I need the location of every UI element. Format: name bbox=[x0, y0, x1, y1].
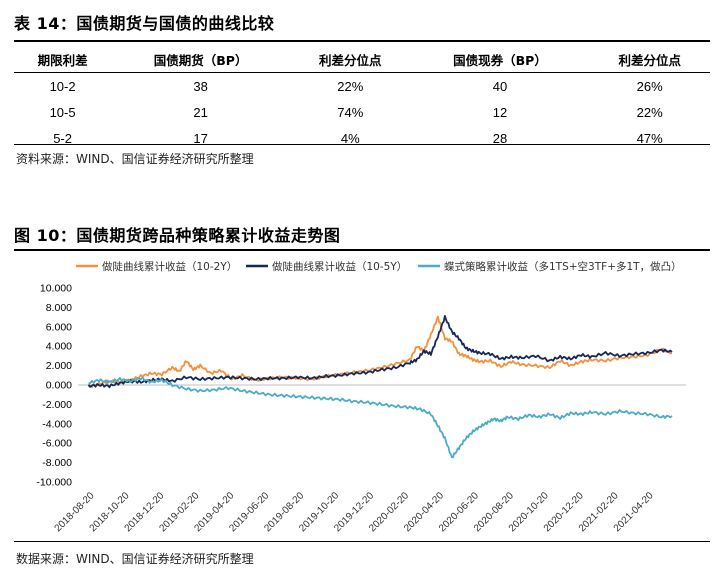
table-cell: 10-5 bbox=[49, 104, 76, 120]
table-bottom-rule bbox=[14, 144, 710, 145]
series-line-2 bbox=[87, 315, 673, 389]
legend-label: 蝶式策略累计收益（多1TS+空3TF+多1T，做凸） bbox=[444, 260, 682, 273]
header-cash-bp: 国债现券（BP） bbox=[453, 52, 547, 68]
table-cell: 40 bbox=[492, 78, 508, 94]
table-row: 10-2 38 22% 40 26% bbox=[14, 73, 710, 100]
table-title: 表 14：国债期货与国债的曲线比较 bbox=[14, 14, 275, 33]
y-tick-label: 2.000 bbox=[46, 360, 72, 372]
y-axis: 10.000 8.000 6.000 4.000 2.000 0.000 -2.000 -4.… bbox=[36, 283, 686, 489]
header-term-spread: 期限利差 bbox=[37, 52, 88, 68]
table-header-row: 期限利差 国债期货（BP） 利差分位点 国债现券（BP） 利差分位点 bbox=[14, 46, 710, 73]
y-tick-label: 0.000 bbox=[46, 380, 72, 392]
legend-label: 做陡曲线累计收益（10-5Y） bbox=[272, 260, 407, 273]
series-line-3 bbox=[88, 376, 673, 459]
table-cell: 5-2 bbox=[53, 130, 72, 146]
table-cell: 4% bbox=[340, 130, 360, 146]
header-futures-bp: 国债期货（BP） bbox=[153, 52, 248, 68]
table-cell: 26% bbox=[636, 78, 663, 94]
y-tick-label: -2.000 bbox=[42, 399, 72, 411]
table-cell: 17 bbox=[193, 130, 208, 146]
curve-comparison-table: 期限利差 国债期货（BP） 利差分位点 国债现券（BP） 利差分位点 10-2 … bbox=[14, 46, 710, 151]
series-line-1 bbox=[87, 315, 673, 389]
table-row: 10-5 21 74% 12 22% bbox=[14, 99, 710, 125]
figure-title: 图 10：国债期货跨品种策略累计收益走势图 bbox=[14, 226, 341, 245]
y-tick-label: 6.000 bbox=[46, 321, 72, 333]
table-cell: 22% bbox=[337, 78, 364, 94]
table-source-note: 资料来源：WIND、国信证券经济研究所整理 bbox=[16, 152, 254, 166]
table-cell: 10-2 bbox=[49, 78, 76, 94]
figure-source-note: 数据来源：WIND、国信证券经济研究所整理 bbox=[16, 552, 254, 566]
table-cell: 74% bbox=[337, 104, 364, 120]
y-tick-label: 8.000 bbox=[46, 302, 72, 314]
y-tick-label: -10.000 bbox=[36, 477, 72, 489]
table-cell: 47% bbox=[636, 130, 663, 146]
table-row: 5-2 17 4% 28 47% bbox=[14, 125, 710, 151]
table-top-rule bbox=[14, 40, 710, 42]
y-tick-label: -8.000 bbox=[42, 457, 72, 469]
table-cell: 22% bbox=[636, 104, 663, 120]
header-futures-percentile: 利差分位点 bbox=[319, 52, 382, 68]
table-cell: 38 bbox=[193, 78, 208, 94]
table-cell: 21 bbox=[193, 104, 208, 120]
header-cash-percentile: 利差分位点 bbox=[618, 52, 681, 68]
figure-top-rule bbox=[14, 249, 710, 251]
y-tick-label: 4.000 bbox=[46, 341, 72, 353]
y-tick-label: -4.000 bbox=[42, 418, 72, 430]
y-tick-label: -6.000 bbox=[42, 438, 72, 450]
x-axis: 2018-08-202018-10-202018-12-202019-02-20… bbox=[53, 490, 656, 534]
chart-legend: 做陡曲线累计收益（10-2Y） 做陡曲线累计收益（10-5Y） 蝶式策略累计收益（多… bbox=[76, 260, 682, 273]
table-cell: 12 bbox=[492, 104, 508, 120]
line-chart: 做陡曲线累计收益（10-2Y） 做陡曲线累计收益（10-5Y） 蝶式策略累计收益（多… bbox=[36, 260, 686, 534]
legend-label: 做陡曲线累计收益（10-2Y） bbox=[102, 260, 237, 273]
table-cell: 28 bbox=[492, 130, 508, 146]
series-group bbox=[87, 315, 673, 459]
figure-bottom-rule bbox=[14, 541, 710, 542]
y-tick-label: 10.000 bbox=[40, 283, 72, 295]
